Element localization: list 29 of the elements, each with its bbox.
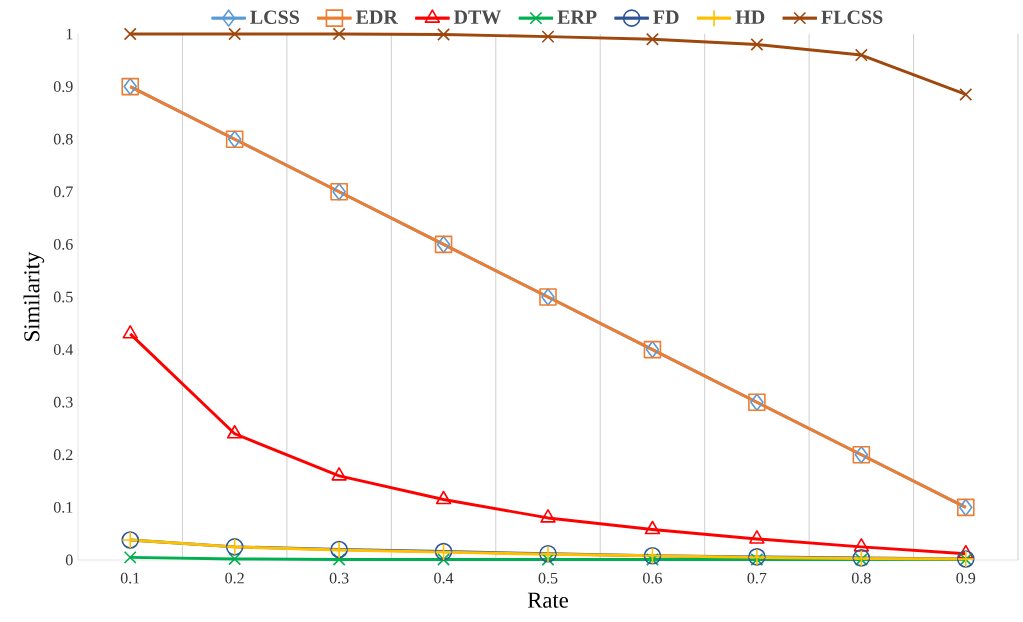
y-tick-label: 0.4 bbox=[53, 344, 74, 356]
y-tick-label: 0.1 bbox=[53, 501, 73, 513]
x-tick-label: 0.9 bbox=[956, 572, 976, 584]
x-tick-label: 0.6 bbox=[643, 572, 662, 584]
y-tick-label: 0.2 bbox=[53, 449, 73, 461]
legend-label: HD bbox=[735, 10, 765, 24]
y-tick-label: 0.3 bbox=[53, 396, 73, 408]
legend-label: LCSS bbox=[250, 10, 300, 24]
x-tick-label: 0.4 bbox=[434, 572, 454, 584]
y-tick-label: 1 bbox=[66, 28, 73, 40]
legend-label: FD bbox=[653, 10, 679, 24]
legend-label: FLCSS bbox=[821, 10, 883, 24]
legend-label: DTW bbox=[453, 10, 502, 24]
x-tick-label: 0.3 bbox=[329, 572, 349, 584]
x-tick-label: 0.8 bbox=[851, 572, 871, 584]
y-tick-label: 0.7 bbox=[53, 186, 73, 198]
x-tick-label: 0.1 bbox=[120, 572, 140, 584]
x-axis-title: Rate bbox=[527, 592, 568, 608]
y-tick-label: 0.9 bbox=[53, 81, 73, 93]
x-tick-label: 0.2 bbox=[225, 572, 244, 584]
x-tick-label: 0.7 bbox=[747, 572, 767, 584]
x-tick-label: 0.5 bbox=[538, 572, 558, 584]
y-tick-label: 0.8 bbox=[53, 133, 73, 145]
y-tick-label: 0.6 bbox=[53, 238, 73, 250]
legend-label: ERP bbox=[557, 10, 597, 24]
legend-label: EDR bbox=[355, 10, 399, 24]
y-tick-label: 0.5 bbox=[53, 291, 73, 303]
y-tick-label: 0 bbox=[65, 554, 73, 566]
y-axis-title: Similarity bbox=[23, 251, 45, 341]
